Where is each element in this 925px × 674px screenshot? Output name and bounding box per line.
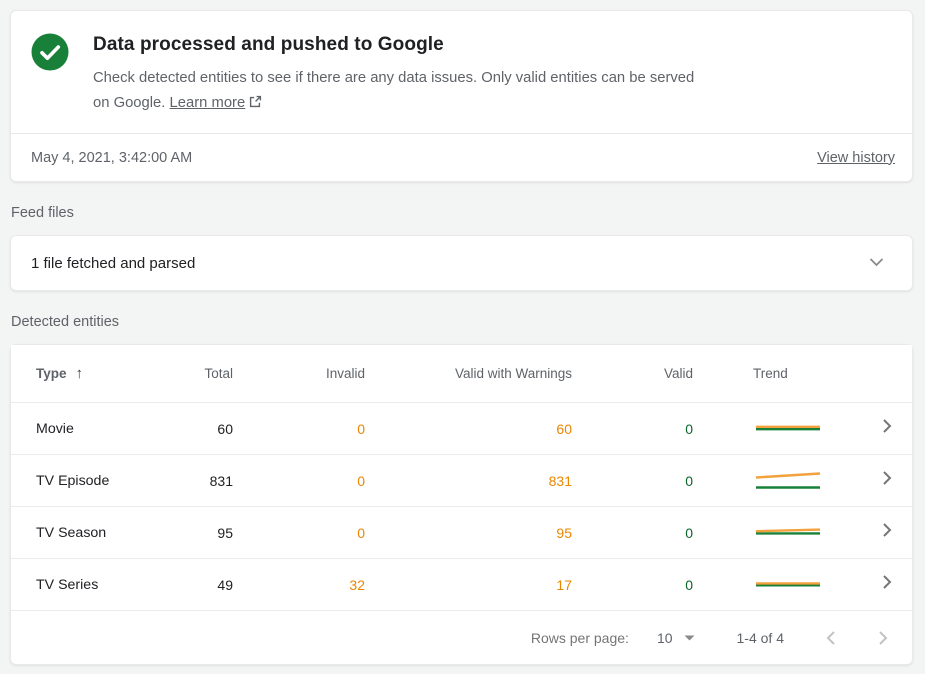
valid-count: 0 <box>685 524 693 541</box>
trend-sparkline <box>693 573 823 597</box>
rows-per-page-value[interactable]: 10 <box>656 629 673 646</box>
status-card-main: Data processed and pushed to Google Chec… <box>11 11 912 133</box>
invalid-count: 0 <box>357 420 365 437</box>
status-card: Data processed and pushed to Google Chec… <box>10 10 913 182</box>
table-row[interactable]: TV Series 49 32 17 0 <box>11 558 912 610</box>
detected-entities-label: Detected entities <box>11 314 120 330</box>
status-card-footer: May 4, 2021, 3:42:00 AM View history <box>11 133 912 181</box>
feed-files-summary: 1 file fetched and parsed <box>31 254 196 272</box>
valid-count: 0 <box>685 420 693 437</box>
view-history-link[interactable]: View history <box>817 149 895 166</box>
next-page-button[interactable] <box>878 630 888 646</box>
sort-ascending-icon: ↑ <box>75 365 84 382</box>
entity-type: TV Episode <box>36 472 110 489</box>
rows-per-page-dropdown-icon[interactable] <box>684 635 695 641</box>
total-count: 60 <box>217 420 233 437</box>
column-header-total: Total <box>204 366 233 381</box>
learn-more-link[interactable]: Learn more <box>169 95 246 111</box>
column-header-valid: Valid <box>663 366 693 381</box>
valid-count: 0 <box>685 472 693 489</box>
column-header-valid-with-warnings: Valid with Warnings <box>454 366 572 381</box>
external-link-icon <box>249 92 262 117</box>
status-text-block: Data processed and pushed to Google Chec… <box>93 30 711 117</box>
invalid-count: 32 <box>349 576 365 593</box>
entity-type: Movie <box>36 420 74 437</box>
valid-with-warnings-count: 60 <box>556 420 572 437</box>
column-header-invalid: Invalid <box>325 366 365 381</box>
rows-per-page-label: Rows per page: <box>530 629 629 646</box>
valid-with-warnings-count: 831 <box>548 472 572 489</box>
chevron-right-icon <box>848 470 896 491</box>
last-processed-timestamp: May 4, 2021, 3:42:00 AM <box>31 149 193 166</box>
trend-sparkline <box>693 469 823 493</box>
table-header-row: Type ↑ Total Invalid Valid with Warnings… <box>11 345 912 402</box>
status-description: Check detected entities to see if there … <box>93 66 711 117</box>
detected-entities-table: Type ↑ Total Invalid Valid with Warnings… <box>10 344 913 665</box>
invalid-count: 0 <box>357 524 365 541</box>
chevron-right-icon <box>848 574 896 595</box>
chevron-right-icon <box>848 418 896 439</box>
valid-count: 0 <box>685 576 693 593</box>
column-header-type-label: Type <box>36 366 67 381</box>
valid-with-warnings-count: 95 <box>556 524 572 541</box>
feed-files-label: Feed files <box>11 205 74 221</box>
previous-page-button[interactable] <box>826 630 836 646</box>
status-title: Data processed and pushed to Google <box>93 34 444 55</box>
chevron-down-icon <box>869 254 884 272</box>
column-header-trend: Trend <box>753 366 788 381</box>
table-row[interactable]: TV Season 95 0 95 0 <box>11 506 912 558</box>
table-body: Movie 60 0 60 0 TV Episode 831 0 831 0 T… <box>11 402 912 610</box>
entity-type: TV Season <box>36 524 107 541</box>
trend-sparkline <box>693 417 823 441</box>
column-header-type[interactable]: Type ↑ <box>36 365 171 382</box>
total-count: 831 <box>209 472 233 489</box>
invalid-count: 0 <box>357 472 365 489</box>
success-check-icon <box>31 33 69 71</box>
entity-type: TV Series <box>36 576 99 593</box>
table-row[interactable]: TV Episode 831 0 831 0 <box>11 454 912 506</box>
valid-with-warnings-count: 17 <box>556 576 572 593</box>
table-pagination: Rows per page: 10 1-4 of 4 <box>11 610 912 664</box>
total-count: 95 <box>217 524 233 541</box>
trend-sparkline <box>693 521 823 545</box>
total-count: 49 <box>217 576 233 593</box>
chevron-right-icon <box>848 522 896 543</box>
pagination-range: 1-4 of 4 <box>736 629 784 646</box>
feed-files-card[interactable]: 1 file fetched and parsed <box>10 235 913 291</box>
table-row[interactable]: Movie 60 0 60 0 <box>11 402 912 454</box>
status-description-text: Check detected entities to see if there … <box>93 70 695 111</box>
